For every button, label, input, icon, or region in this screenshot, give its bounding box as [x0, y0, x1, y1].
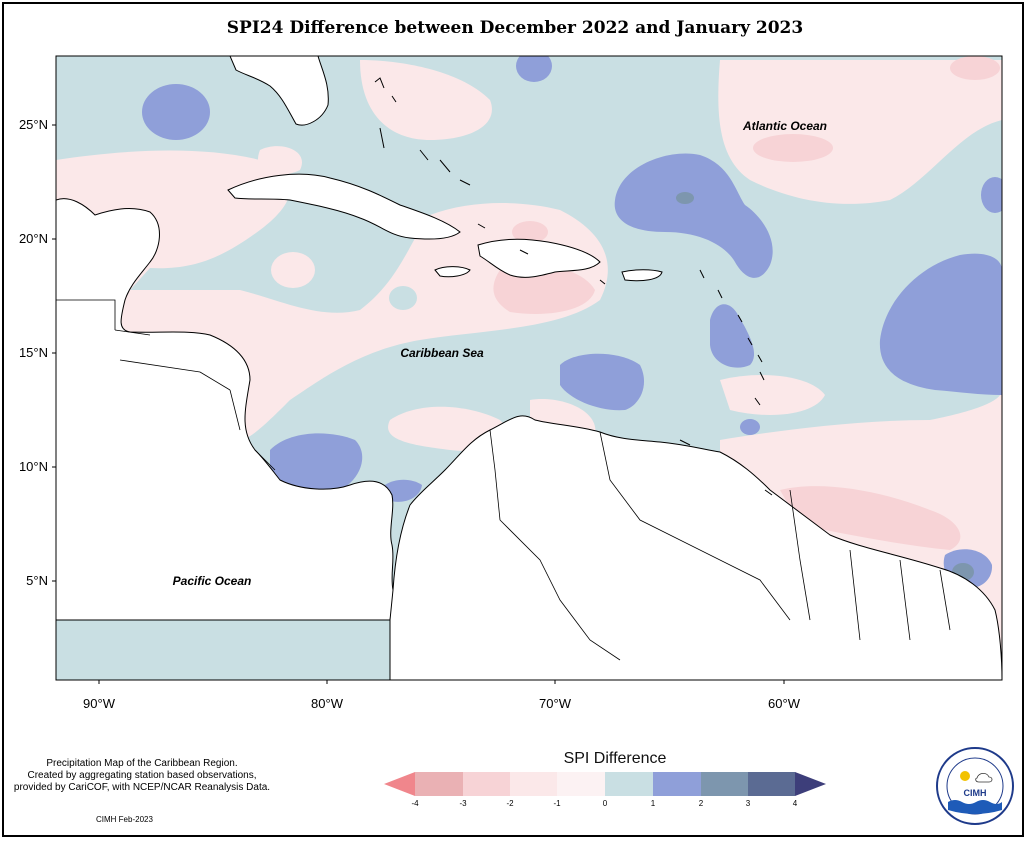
puerto-rico	[621, 269, 663, 282]
central-america	[56, 198, 395, 621]
credits-small: CIMH Feb-2023	[96, 815, 153, 824]
lat-label-15n: 15°N	[18, 345, 48, 360]
legend-title: SPI Difference	[563, 750, 667, 767]
map-border	[55, 55, 1003, 681]
legend-bin	[557, 772, 605, 796]
legend-bin	[605, 772, 653, 796]
legend-tick: -1	[553, 799, 561, 808]
credits-line: Precipitation Map of the Caribbean Regio…	[46, 758, 238, 769]
lon-label-70w: 70°W	[539, 696, 571, 711]
lon-label-90w: 90°W	[83, 696, 115, 711]
legend-tick: -2	[506, 799, 514, 808]
wave-icon	[948, 800, 1002, 814]
legend-tick: -3	[459, 799, 467, 808]
legend-right-arrow	[795, 772, 826, 796]
credits-text: Precipitation Map of the Caribbean Regio…	[6, 758, 278, 794]
lat-label-20n: 20°N	[18, 231, 48, 246]
jamaica	[434, 266, 471, 278]
legend-bin	[701, 772, 748, 796]
legend-tick: 3	[745, 799, 751, 808]
legend-tick: 2	[698, 799, 704, 808]
legend-tick: 1	[650, 799, 656, 808]
legend-bin	[748, 772, 795, 796]
legend-tick: 0	[602, 799, 608, 808]
sun-icon	[960, 771, 970, 781]
spi-blue-zones	[142, 56, 1002, 589]
lon-label-60w: 60°W	[768, 696, 800, 711]
credits-line: provided by CariCOF, with NCEP/NCAR Rean…	[13, 782, 271, 793]
lat-label-25n: 25°N	[18, 117, 48, 132]
lat-label-10n: 10°N	[18, 459, 48, 474]
legend-bin	[415, 772, 463, 796]
cimh-logo-icon: CIMH	[936, 747, 1014, 825]
small-islands	[374, 77, 773, 496]
legend-tick: -4	[411, 799, 419, 808]
atlantic-label: Atlantic Ocean	[742, 119, 827, 133]
hispaniola	[477, 238, 601, 278]
cloud-icon	[975, 772, 993, 783]
legend-colorbar	[384, 772, 826, 796]
axis-ticks	[52, 124, 785, 684]
legend-tick: 4	[792, 799, 798, 808]
legend-bin	[510, 772, 557, 796]
caribbean-label: Caribbean Sea	[400, 346, 484, 360]
lat-label-5n: 5°N	[26, 573, 48, 588]
legend-bin	[653, 772, 701, 796]
legend-left-arrow	[384, 772, 415, 796]
florida	[229, 56, 329, 126]
legend-bin	[463, 772, 510, 796]
map-title: SPI24 Difference between December 2022 a…	[226, 18, 804, 38]
lon-label-80w: 80°W	[311, 696, 343, 711]
logo-text: CIMH	[964, 788, 987, 798]
credits-line: Created by aggregating station based obs…	[27, 770, 257, 781]
country-borders	[56, 299, 951, 661]
cuba	[227, 173, 461, 240]
map-panel: Atlantic Ocean Caribbean Sea Pacific Oce…	[56, 56, 1002, 680]
pacific-label: Pacific Ocean	[173, 574, 252, 588]
